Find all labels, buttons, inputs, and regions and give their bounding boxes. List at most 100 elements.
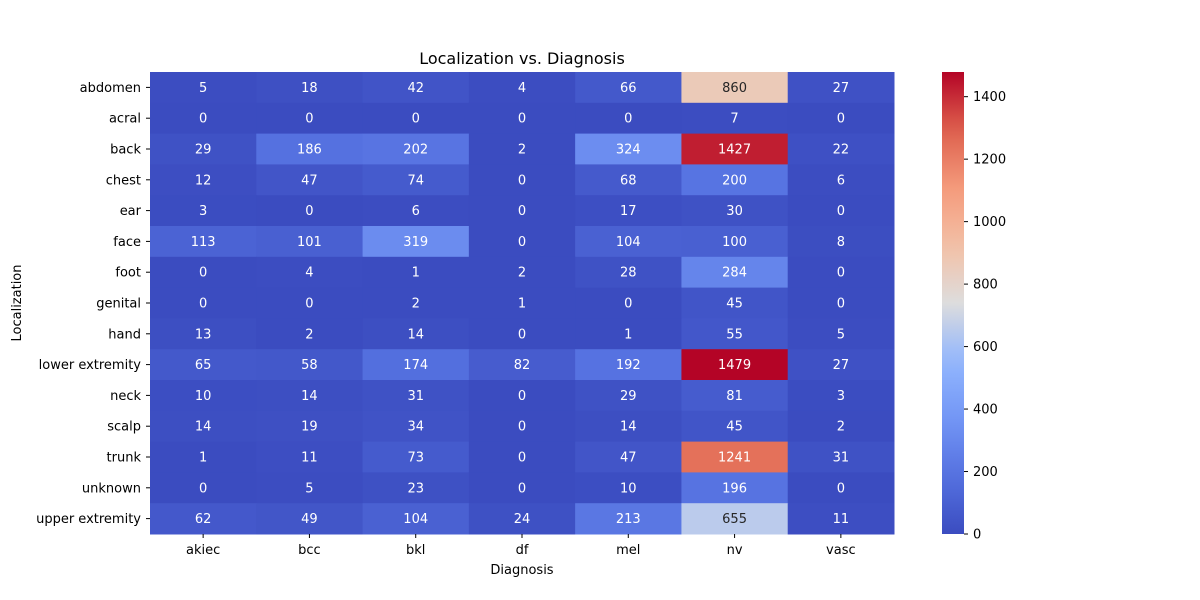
heatmap-cell [362,318,470,350]
cell-value-label: 22 [833,143,850,158]
heatmap-cell [362,72,470,104]
y-tick-label: ear [120,204,142,219]
cell-value-label: 42 [407,81,424,96]
cell-value-label: 6 [837,173,845,188]
x-tick-label: nv [727,543,743,558]
cell-value-label: 23 [407,481,424,496]
cell-value-label: 29 [620,389,637,404]
heatmap-cell [256,349,364,381]
cell-value-label: 5 [837,327,845,342]
heatmap-cell [468,410,576,443]
y-tick-label: scalp [107,420,141,435]
heatmap-cell [787,441,895,473]
heatmap-cell [150,318,257,350]
y-tick-label: hand [108,327,141,342]
cell-value-label: 2 [412,297,420,312]
heatmap-cell [787,164,895,196]
heatmap-cell [150,472,257,504]
heatmap-cell [787,287,895,319]
cell-value-label: 81 [726,389,743,404]
cell-value-label: 14 [620,420,637,435]
heatmap-cell [681,102,789,135]
heatmap-cell [362,349,470,381]
heatmap-cell [362,226,470,258]
cell-value-label: 284 [722,266,747,281]
cell-value-label: 104 [616,235,641,250]
heatmap-cell [575,349,682,381]
heatmap-cell [787,380,895,412]
y-axis-label: Localization [10,265,25,342]
heatmap-cell [256,256,364,289]
cell-value-label: 82 [514,358,531,373]
heatmap-cell [362,287,470,319]
heatmap-cell [787,472,895,504]
cell-value-label: 319 [403,235,428,250]
cell-value-label: 11 [301,451,318,466]
cell-value-label: 7 [730,112,738,127]
cell-value-label: 62 [195,512,212,527]
colorbar-tick-label: 800 [973,278,998,293]
cell-value-label: 202 [403,143,428,158]
cell-value-label: 65 [195,358,212,373]
heatmap-cell [575,287,682,319]
cell-value-label: 5 [199,81,207,96]
heatmap-cell [362,195,470,227]
cell-value-label: 17 [620,204,637,219]
heatmap-cell [468,226,576,258]
cell-value-label: 10 [195,389,212,404]
cell-value-label: 74 [407,173,424,188]
heatmap-cell [681,380,789,412]
heatmap-cell [468,441,576,473]
cell-value-label: 0 [837,481,845,496]
heatmap-cell [681,349,789,381]
cell-value-label: 4 [305,266,313,281]
cell-value-label: 0 [199,266,207,281]
heatmap-cell [150,164,257,196]
y-tick-label: trunk [107,451,142,466]
x-axis-label: Diagnosis [490,563,553,578]
x-axis: akiec bcc bkl df mel nv vasc [186,534,856,558]
heatmap-cell [468,287,576,319]
cell-value-label: 1479 [718,358,751,373]
heatmap-cell [150,349,257,381]
heatmap-cell [150,410,257,443]
cell-value-label: 200 [722,173,747,188]
cell-value-label: 2 [305,327,313,342]
cell-value-label: 0 [837,204,845,219]
heatmap-cell [787,349,895,381]
cell-value-label: 14 [407,327,424,342]
heatmap-cell [575,133,682,165]
cell-value-label: 1241 [718,451,751,466]
heatmap-cell [575,503,682,535]
heatmap-cell [681,226,789,258]
heatmap-cell [681,72,789,104]
x-tick-label: df [516,543,529,558]
heatmap-cell [468,472,576,504]
heatmap-cell [362,102,470,135]
heatmap-cell [787,72,895,104]
heatmap-cell [575,256,682,289]
heatmap-cell [468,195,576,227]
heatmap-cell [787,226,895,258]
y-tick-label: chest [106,173,141,188]
cell-value-label: 30 [726,204,743,219]
x-tick-label: bcc [298,543,321,558]
cell-value-label: 0 [305,204,313,219]
cell-value-label: 0 [518,451,526,466]
heatmap-cell [256,287,364,319]
heatmap-cell [256,195,364,227]
heatmap-cell [468,318,576,350]
heatmap-cell [575,195,682,227]
heatmap-cell [362,503,470,535]
x-tick-label: bkl [406,543,425,558]
heatmap-cell [787,503,895,535]
cell-value-label: 0 [518,112,526,127]
heatmap-cell [150,195,257,227]
cell-value-label: 860 [722,81,747,96]
heatmap-cell [787,410,895,443]
cell-value-label: 14 [301,389,318,404]
cell-value-label: 68 [620,173,637,188]
heatmap-cell [681,472,789,504]
heatmap-cell [256,380,364,412]
